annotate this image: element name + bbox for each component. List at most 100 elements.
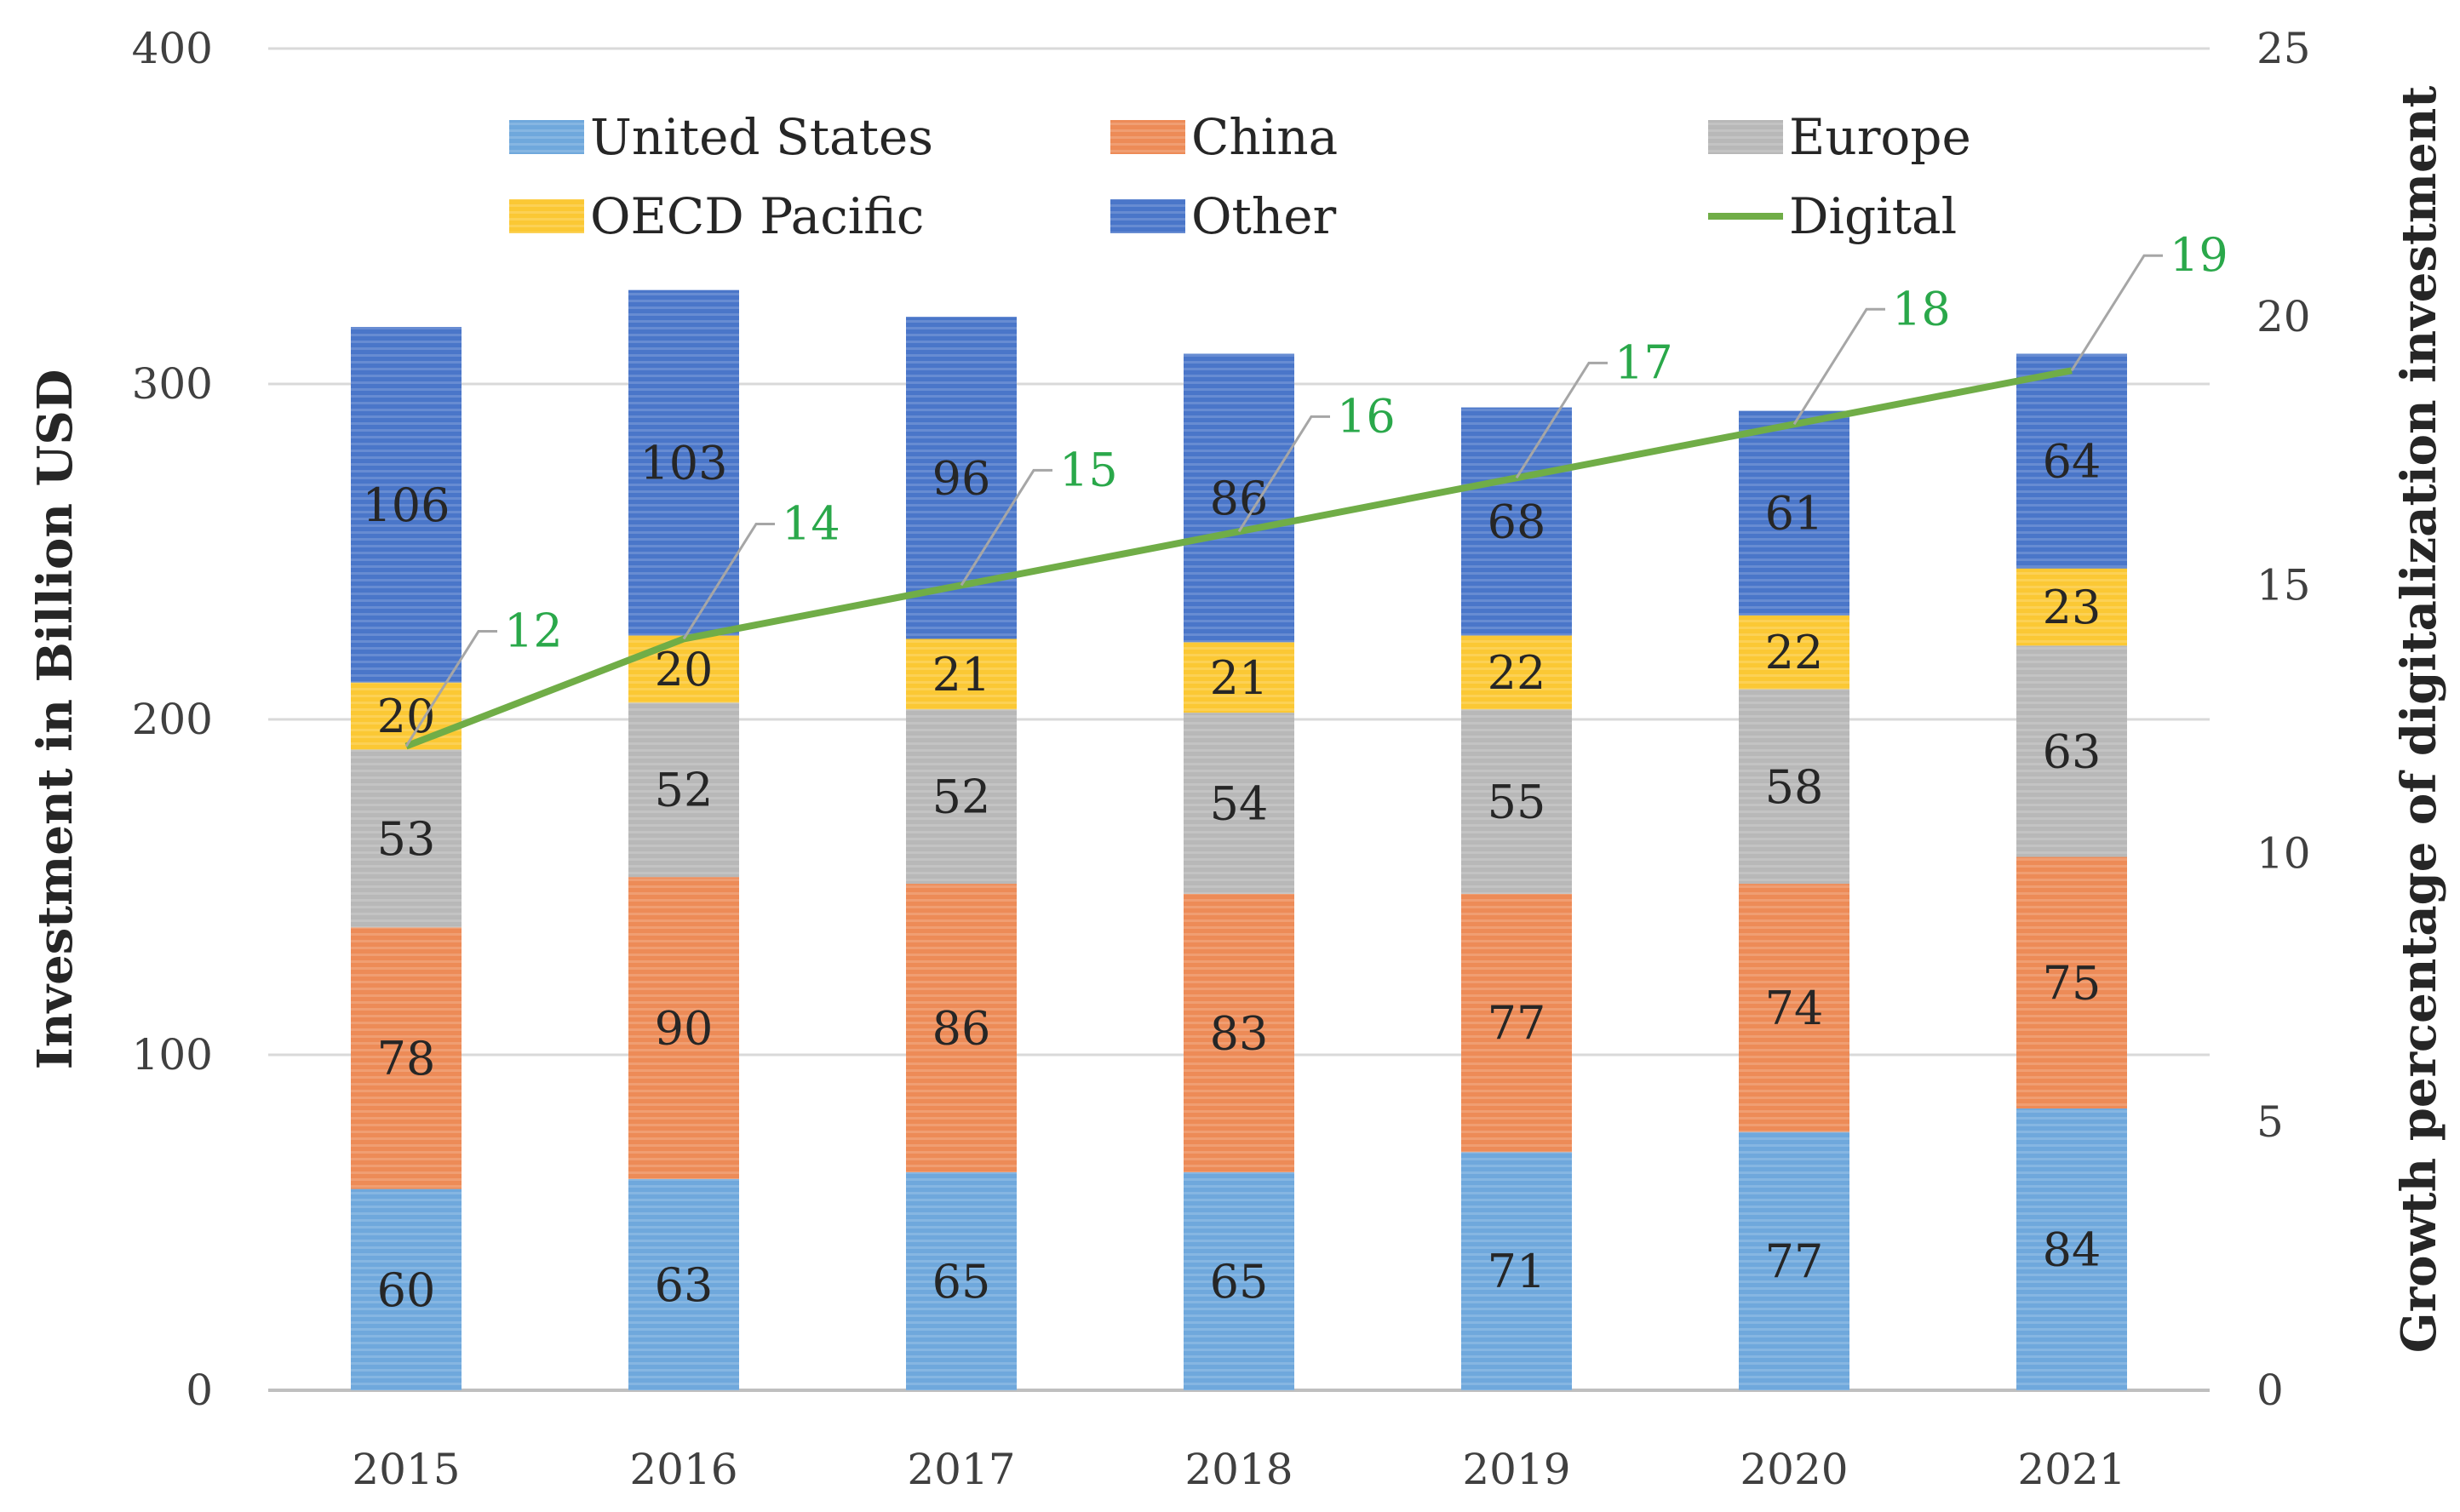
x-tick-label: 2017 [907, 1445, 1015, 1494]
bar-segment-label: 86 [932, 1001, 991, 1055]
y-tick-label: 100 [132, 1030, 213, 1080]
x-tick-label: 2015 [352, 1445, 460, 1494]
bars: 6078532010663905220103658652219665835421… [351, 289, 2127, 1390]
legend-swatch-texture [1110, 120, 1185, 154]
digital-data-label: 16 [1337, 389, 1396, 443]
bar-segment-label: 60 [377, 1263, 436, 1317]
bar-segment-label: 52 [655, 764, 714, 817]
y2-tick-label: 20 [2256, 292, 2311, 341]
bar-segment-label: 61 [1765, 487, 1824, 541]
bar-segment-texture [2016, 568, 2127, 646]
digital-leader-line [2070, 254, 2163, 372]
bar-segment-texture [1184, 893, 1294, 1172]
bar-segment-label: 58 [1765, 760, 1824, 814]
bar-segment-label: 20 [655, 643, 714, 696]
digital-data-label: 17 [1614, 335, 1673, 389]
bar-segment-texture [628, 1178, 739, 1390]
bar-segment-label: 74 [1765, 982, 1824, 1035]
bar-segment-texture [906, 709, 1017, 885]
bar-segment-label: 75 [2043, 956, 2102, 1010]
bar-segment-label: 54 [1210, 777, 1269, 831]
digital-data-label: 12 [504, 604, 563, 658]
bar-segment-texture [1184, 642, 1294, 713]
bar-segment-texture [2016, 1108, 2127, 1390]
bar-segment-texture [1184, 713, 1294, 894]
bar-segment-texture [1739, 410, 1849, 616]
y-tick-label: 400 [132, 24, 213, 73]
bar-segment-texture [2016, 645, 2127, 857]
bar-segment-texture [1739, 615, 1849, 690]
digital-line: 12 14 15 16 17 18 19 [404, 228, 2228, 750]
digital-data-label: 19 [2170, 228, 2228, 282]
bar-segment-texture [351, 749, 462, 928]
bar-segment-label: 106 [362, 478, 450, 532]
y2-tick-label: 10 [2256, 829, 2311, 879]
y-tick-label: 0 [186, 1366, 213, 1415]
bar-segment-texture [1461, 1152, 1572, 1390]
bar-segment-label: 63 [2043, 724, 2102, 778]
y2-tick-label: 15 [2256, 560, 2311, 610]
bar-segment-texture [351, 682, 462, 750]
legend-label: Europe [1789, 108, 1971, 166]
bar-segment-texture [2016, 353, 2127, 569]
bar-segment-label: 22 [1765, 626, 1824, 679]
bar-segment-label: 84 [2043, 1223, 2102, 1277]
digital-data-label: 14 [782, 496, 840, 550]
legend-label: Other [1191, 187, 1337, 245]
bar-segment-texture [1739, 1131, 1849, 1390]
bar-segment-texture [1461, 893, 1572, 1153]
bar-segment-texture [628, 877, 739, 1179]
legend-swatch-texture [1708, 120, 1783, 154]
bar-segment-texture [351, 927, 462, 1189]
bar-segment-label: 52 [932, 770, 991, 824]
x-tick-label: 2018 [1184, 1445, 1293, 1494]
legend-label: Digital [1789, 187, 1957, 245]
y-tick-label: 300 [132, 359, 213, 409]
bar-segment-texture [1461, 407, 1572, 636]
digital-leader-line [404, 630, 497, 747]
bar-segment-label: 83 [1210, 1006, 1269, 1060]
legend-label: China [1191, 108, 1338, 166]
legend-label: United States [590, 108, 933, 166]
bar-segment-label: 21 [1210, 651, 1269, 705]
digital-leader-line [1792, 307, 1885, 426]
legend-swatch-texture [1110, 199, 1185, 233]
bar-segment-label: 78 [377, 1032, 436, 1085]
bar-segment-label: 22 [1488, 646, 1546, 700]
legend-swatch-texture [509, 199, 584, 233]
digital-leader-line [1237, 415, 1330, 533]
bar-segment-label: 90 [655, 1001, 714, 1055]
y2-tick-label: 5 [2256, 1097, 2284, 1147]
bar-segment-label: 63 [655, 1258, 714, 1312]
x-tick-label: 2019 [1462, 1445, 1570, 1494]
y-axis-title: Investment in Billion USD [27, 369, 83, 1070]
bar-segment-texture [1184, 353, 1294, 643]
bar-segment-texture [1739, 689, 1849, 885]
bar-segment-texture [906, 639, 1017, 710]
bar-segment-label: 65 [1210, 1255, 1269, 1309]
x-tick-label: 2016 [629, 1445, 737, 1494]
y2-axis-title: Growth percentage of digitalization inve… [2391, 86, 2447, 1354]
bar-segment-label: 103 [639, 437, 727, 490]
digital-leader-line [1515, 361, 1608, 479]
bar-segment-texture [1184, 1171, 1294, 1390]
digital-data-label: 15 [1059, 443, 1118, 496]
digital-leader-line [960, 468, 1052, 587]
bar-segment-label: 68 [1488, 495, 1546, 549]
y2-tick-label: 25 [2256, 24, 2311, 73]
bar-segment-label: 77 [1765, 1234, 1824, 1288]
bar-segment-texture [1461, 635, 1572, 710]
bar-segment-label: 53 [377, 812, 436, 866]
bar-segment-texture [628, 635, 739, 703]
bar-segment-label: 96 [932, 451, 991, 505]
bar-segment-texture [1461, 709, 1572, 894]
y2-tick-label: 0 [2256, 1366, 2284, 1415]
bar-segment-texture [351, 327, 462, 683]
bar-segment-texture [351, 1188, 462, 1390]
bar-segment-label: 65 [932, 1255, 991, 1309]
legend: United States China Europe OECD Pacific Othe… [509, 108, 1971, 245]
y-tick-label: 200 [132, 695, 213, 744]
